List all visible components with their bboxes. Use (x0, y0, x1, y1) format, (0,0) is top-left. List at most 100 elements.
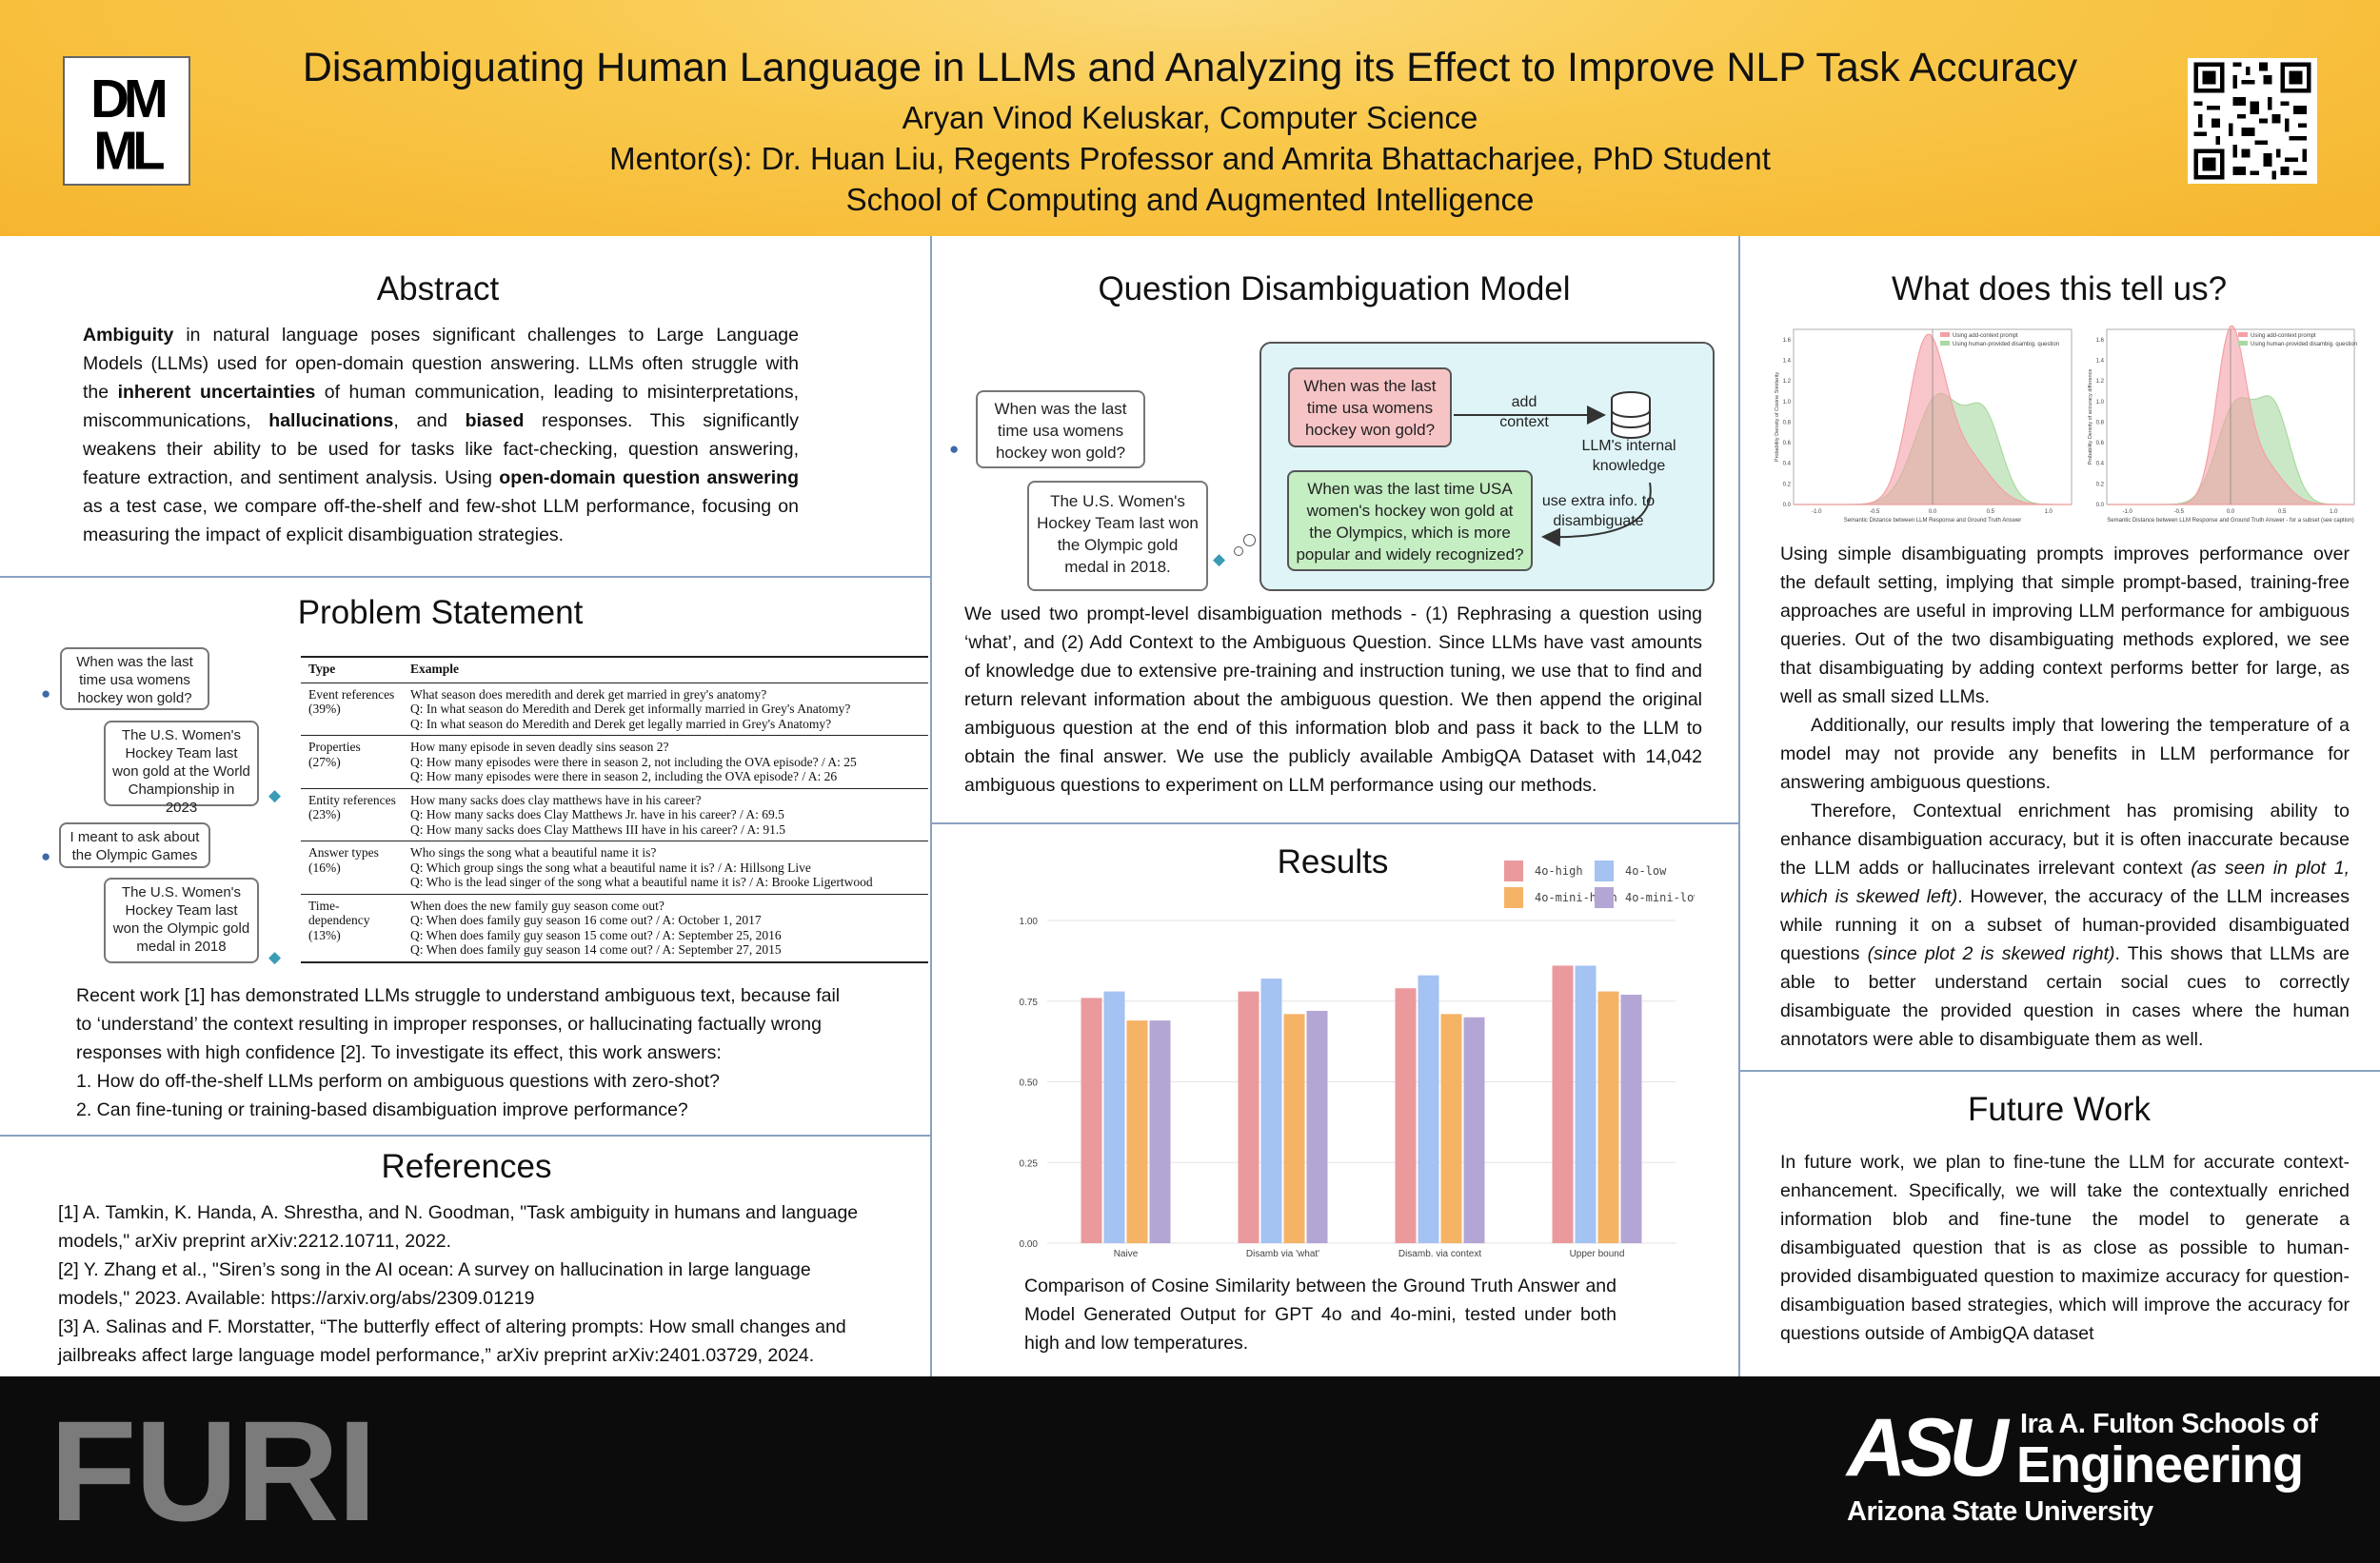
poster-header: DM ML Disambiguating Human Language in L… (0, 0, 2380, 236)
y-tick-label: 0.00 (1020, 1239, 1039, 1250)
chat-bubble-answer-2: The U.S. Women's Hockey Team last won th… (104, 878, 259, 963)
x-axis-label: Semantic Distance between LLM Response a… (1844, 518, 2021, 524)
y-tick-label: 0.25 (1020, 1158, 1039, 1169)
x-tick-label: Naive (1114, 1249, 1139, 1259)
ambiguous-question-box: When was the last time usa womens hockey… (1288, 367, 1452, 447)
y-tick-label: 1.0 (2096, 400, 2105, 406)
reference-item: [1] A. Tamkin, K. Handa, A. Shrestha, an… (58, 1202, 859, 1252)
bar-4o-high (1552, 965, 1574, 1243)
table-row: Answer types (16%) Who sings the song what… (301, 841, 928, 894)
x-axis-label: Semantic Distance between LLM Response a… (2107, 518, 2353, 524)
x-tick-label: 0.0 (2227, 509, 2235, 515)
y-tick-label: 0.4 (2096, 462, 2105, 467)
engineering-label: Engineering (2016, 1436, 2304, 1494)
bar-4o-low (1260, 979, 1282, 1243)
pipeline-arrows (1454, 391, 1652, 547)
y-tick-label: 0.8 (1783, 420, 1792, 425)
user-icon: ● (949, 440, 960, 458)
y-tick-label: 0.75 (1020, 998, 1039, 1008)
use-extra-info-label: use extra info. to disambiguate (1541, 493, 1656, 529)
author-line: Aryan Vinod Keluskar, Computer Science (902, 100, 1478, 135)
y-tick-label: 0.0 (2096, 503, 2105, 508)
results-bar-chart: 0.00 0.25 0.50 0.75 1.00 Naive Disamb via 'wha… (1020, 861, 1695, 1259)
y-tick-label: 0.50 (1020, 1078, 1039, 1089)
tell-paragraph: Using simple disambiguating prompts impr… (1780, 544, 2350, 707)
x-tick-label: Disamb. via context (1398, 1249, 1481, 1259)
bar-4o-mini-high (1597, 991, 1619, 1243)
model-title: Question Disambiguation Model (1098, 270, 1571, 307)
divider-tell (1738, 1070, 2380, 1072)
divider-abstract (0, 576, 930, 578)
table-cell-example: When does the new family guy season come… (410, 898, 782, 958)
reference-item: [3] A. Salinas and F. Morstatter, “The b… (58, 1316, 846, 1366)
table-cell-type: Time-dependency (13%) (308, 898, 370, 942)
school-line: School of Computing and Augmented Intell… (845, 182, 1535, 217)
density-plot-human: -1.0 -0.5 0.0 0.5 1.0 0.0 0.2 0.4 0.6 0.8 1.0 1.2 1.… (2088, 325, 2357, 524)
knowledge-label: LLM's internal knowledge (1581, 438, 1676, 474)
y-tick-label: 1.00 (1020, 917, 1039, 927)
y-tick-label: 0.2 (1783, 482, 1792, 487)
furi-logo: FURI (50, 1391, 377, 1551)
x-tick-label: 1.0 (2044, 509, 2053, 515)
y-axis-label: Probability Density of accuracy differen… (2088, 369, 2093, 465)
y-tick-label: 0.6 (2096, 441, 2105, 446)
bar-4o-mini-low (1149, 1020, 1171, 1243)
divider-problem (0, 1135, 930, 1137)
asu-wordmark: ASU (1847, 1402, 2009, 1494)
legend-swatch (1940, 341, 1950, 346)
legend-label: 4o-mini-low (1625, 891, 1695, 904)
density-plot-context: -1.0 -0.5 0.0 0.5 1.0 0.0 0.2 0.4 0.6 0.8 1.0 1.2 1.… (1775, 328, 2073, 524)
bar-4o-mini-high (1126, 1020, 1148, 1243)
thought-dot-icon (1234, 546, 1243, 556)
bar-4o-mini-high (1440, 1014, 1462, 1243)
chat-bubble-answer: The U.S. Women's Hockey Team last won go… (104, 721, 259, 816)
bar-4o-low (1418, 975, 1439, 1243)
table-cell-example: How many sacks does clay matthews have i… (410, 792, 786, 837)
abstract-title: Abstract (376, 270, 500, 307)
legend-label: Using add-context prompt (1953, 333, 2018, 339)
bar-4o-low (1103, 991, 1125, 1243)
title-block: Disambiguating Human Language in LLMs an… (219, 38, 2161, 220)
legend-swatch (1595, 861, 1614, 881)
poster-footer (0, 1376, 2380, 1563)
legend-swatch (2238, 341, 2248, 346)
future-text: In future work, we plan to fine-tune the… (1780, 1152, 2350, 1344)
table-header-row: Type Example (308, 662, 460, 676)
add-context-label: add context (1499, 394, 1549, 430)
bot-icon: ◆ (268, 786, 282, 804)
legend-swatch (1595, 887, 1614, 908)
y-axis-label: Probability Density of Cosine Similarity (1775, 372, 1780, 462)
table-row: Entity references (23%) How many sacks doe… (301, 787, 928, 841)
bar-4o-mini-low (1306, 1010, 1328, 1243)
user-icon: ● (41, 684, 51, 702)
legend-label: Using human-provided disambig. question (2251, 342, 2357, 347)
bar-4o-mini-high (1283, 1014, 1305, 1243)
problem-title: Problem Statement (297, 594, 584, 631)
x-tick-label: Disamb via 'what' (1246, 1249, 1319, 1259)
database-icon (1611, 391, 1651, 439)
table-cell-type: Entity references (23%) (308, 792, 396, 822)
tell-paragraph: Additionally, our results imply that low… (1780, 715, 2350, 793)
poster-title: Disambiguating Human Language in LLMs an… (302, 45, 2078, 90)
problem-text: Recent work [1] has demonstrated LLMs st… (76, 985, 841, 1120)
table-row: Event references (39%) What season does me… (301, 682, 928, 736)
bar-4o-high (1238, 991, 1259, 1243)
legend-swatch (1504, 887, 1523, 908)
table-cell-type: Answer types (16%) (308, 845, 379, 875)
x-tick-label: 0.0 (1929, 509, 1937, 515)
qr-code-icon[interactable] (2188, 58, 2317, 184)
svg-text:ML: ML (93, 120, 164, 180)
results-caption: Comparison of Cosine Similarity between … (1024, 1276, 1616, 1354)
university-name: Arizona State University (1847, 1496, 2153, 1527)
reference-item: [2] Y. Zhang et al., "Siren’s song in th… (58, 1259, 811, 1309)
chat-bubble-question: When was the last time usa womens hockey… (60, 647, 209, 710)
references-title: References (381, 1148, 552, 1185)
table-row: Time-dependency (13%) When does the new fa… (301, 893, 928, 961)
legend-label: Using human-provided disambig. question (1953, 342, 2059, 347)
y-tick-label: 0.6 (1783, 441, 1792, 446)
y-tick-label: 0.2 (2096, 482, 2105, 487)
column-divider-right (1738, 236, 1740, 1376)
thought-dot-icon (1243, 534, 1256, 546)
divider-model (930, 822, 1738, 824)
y-tick-label: 1.2 (2096, 379, 2105, 385)
